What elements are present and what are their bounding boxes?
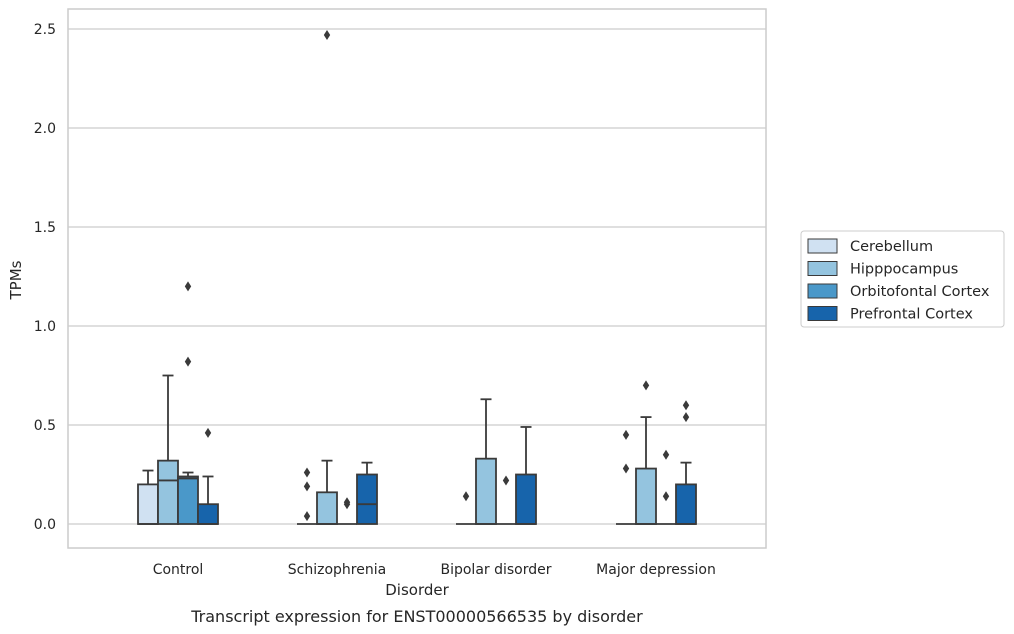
y-tick-label: 0.5 <box>34 418 56 434</box>
outlier-point <box>204 427 212 438</box>
box-group <box>297 467 317 525</box>
box <box>675 483 697 525</box>
box-group <box>337 497 357 525</box>
legend-frame <box>800 230 1005 328</box>
series-hipppocampus <box>157 29 657 525</box>
box-group <box>656 449 676 525</box>
outlier-point <box>622 429 630 440</box>
outlier-point <box>323 29 331 40</box>
outlier-point <box>622 463 630 474</box>
box-group <box>635 380 657 525</box>
box <box>356 473 378 525</box>
outlier-point <box>343 497 351 508</box>
box <box>157 459 179 525</box>
series-prefrontal-cortex <box>197 400 697 525</box>
outlier-point <box>303 511 311 522</box>
legend-item: Orbitofontal Cortex <box>807 283 990 300</box>
box-group <box>157 374 179 525</box>
y-axis-title: TPMs <box>7 260 25 300</box>
legend-label: Hipppocampus <box>850 262 958 278</box>
x-tick-labels: Control Schizophrenia Bipolar disorder Majo… <box>153 562 716 578</box>
legend-swatch <box>807 283 838 299</box>
plot-frame <box>67 8 767 549</box>
legend-swatch <box>807 238 838 254</box>
legend-label: Cerebellum <box>850 239 933 255</box>
x-tick-label: Schizophrenia <box>288 562 386 578</box>
y-tick-label: 2.0 <box>34 121 56 137</box>
outlier-point <box>642 380 650 391</box>
box <box>137 483 159 525</box>
box-group <box>137 469 159 525</box>
legend-label: Orbitofontal Cortex <box>850 284 990 300</box>
box <box>316 491 338 525</box>
box-group <box>316 29 338 525</box>
box-group <box>356 461 378 525</box>
legend-item: Cerebellum <box>807 238 933 255</box>
box <box>515 473 537 525</box>
y-tick-label: 1.0 <box>34 319 56 335</box>
y-tick-label: 0.0 <box>34 517 56 533</box>
box-group <box>177 281 199 525</box>
series-cerebellum <box>137 429 636 525</box>
x-axis-title: Disorder <box>385 581 449 599</box>
legend-swatch <box>807 261 838 276</box>
box <box>475 457 497 525</box>
box-group <box>515 426 537 525</box>
box-group <box>475 398 497 525</box>
box <box>635 467 657 525</box>
box-group <box>675 400 697 525</box>
y-tick-labels: 0.0 0.5 1.0 1.5 2.0 2.5 <box>34 22 56 533</box>
outlier-point <box>682 412 690 423</box>
outlier-point <box>303 467 311 478</box>
outlier-point <box>462 491 470 502</box>
x-tick-label: Control <box>153 562 204 578</box>
y-tick-label: 2.5 <box>34 22 56 38</box>
outlier-point <box>682 400 690 411</box>
outlier-point <box>303 481 311 492</box>
legend-item: Hipppocampus <box>807 261 958 278</box>
outlier-point <box>662 449 670 460</box>
outlier-point <box>662 491 670 502</box>
box-group <box>456 491 476 525</box>
grid-lines <box>68 28 766 525</box>
box <box>197 503 219 525</box>
box <box>177 475 199 525</box>
series-orbitofontal-cortex <box>177 281 676 525</box>
legend-label: Prefrontal Cortex <box>850 307 973 323</box>
y-tick-label: 1.5 <box>34 220 56 236</box>
legend-item: Prefrontal Cortex <box>807 306 973 323</box>
box-group <box>197 427 219 525</box>
outlier-point <box>502 475 510 486</box>
box-series <box>137 29 697 525</box>
legend-swatch <box>807 306 838 321</box>
box-group <box>496 475 516 525</box>
x-tick-label: Major depression <box>596 562 716 578</box>
x-tick-label: Bipolar disorder <box>440 562 551 578</box>
legend: Cerebellum Hipppocampus Orbitofontal Corte… <box>800 230 1005 328</box>
outlier-point <box>184 356 192 367</box>
box-group <box>616 429 636 525</box>
figure-caption: Transcript expression for ENST0000056653… <box>190 607 643 626</box>
outlier-point <box>184 281 192 292</box>
